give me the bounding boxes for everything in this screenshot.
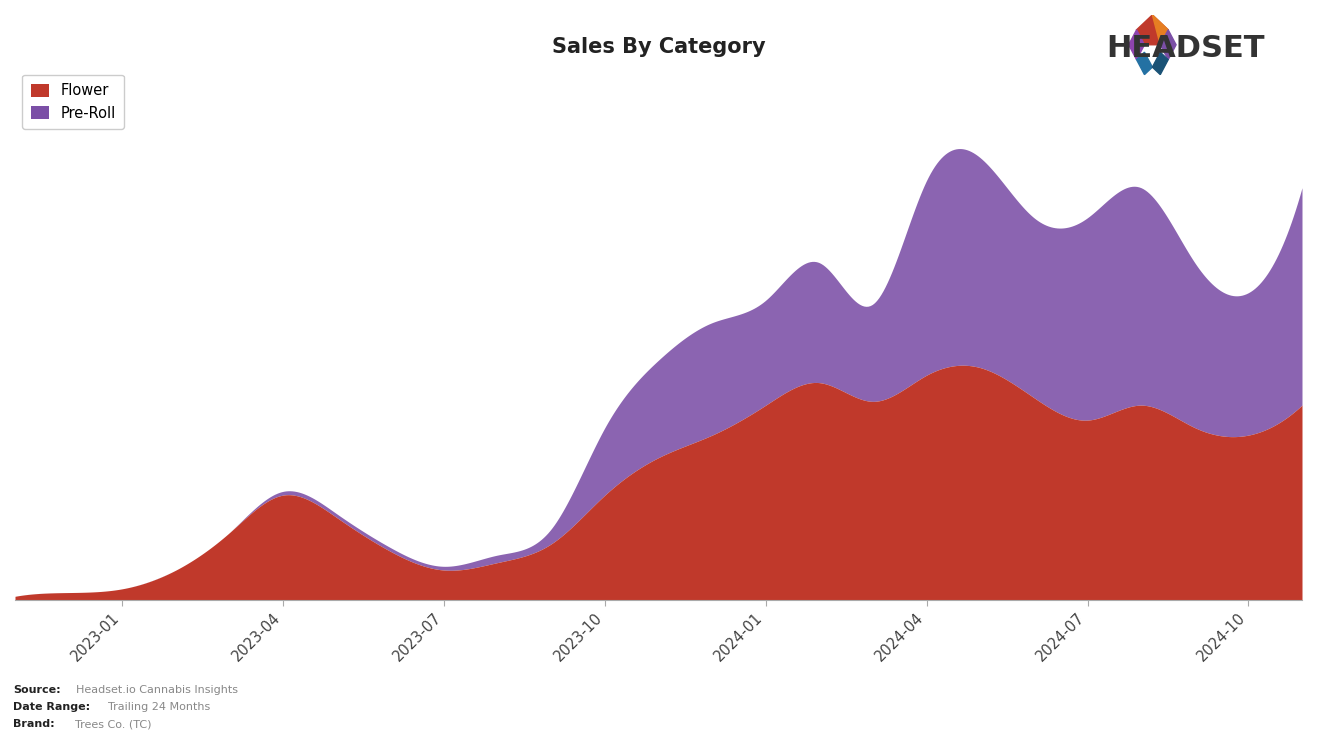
Polygon shape <box>1129 30 1144 60</box>
Polygon shape <box>1160 30 1176 60</box>
Polygon shape <box>1152 15 1168 45</box>
Polygon shape <box>1137 15 1168 45</box>
Polygon shape <box>1152 52 1168 75</box>
Text: Date Range:: Date Range: <box>13 702 91 712</box>
Text: Brand:: Brand: <box>13 719 55 730</box>
Text: Headset.io Cannabis Insights: Headset.io Cannabis Insights <box>76 685 238 695</box>
Text: Source:: Source: <box>13 685 61 695</box>
Text: HEADSET: HEADSET <box>1106 34 1264 63</box>
Text: Trees Co. (TC): Trees Co. (TC) <box>75 719 151 730</box>
Polygon shape <box>1137 52 1152 75</box>
Text: Trailing 24 Months: Trailing 24 Months <box>108 702 211 712</box>
Legend: Flower, Pre-Roll: Flower, Pre-Roll <box>22 75 124 129</box>
Title: Sales By Category: Sales By Category <box>552 37 765 57</box>
